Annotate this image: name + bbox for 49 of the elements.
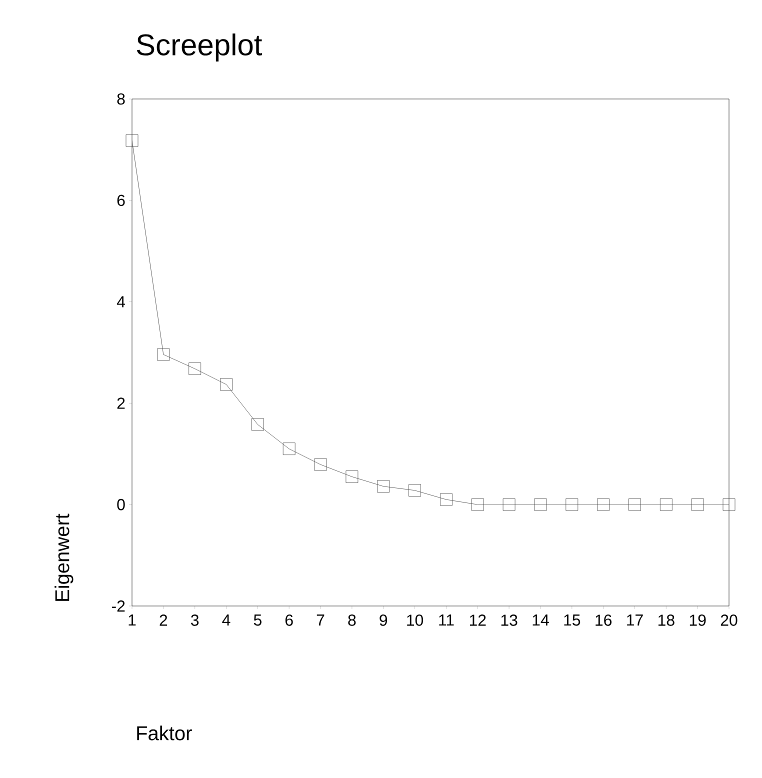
x-tick-label: 1 [128, 614, 136, 626]
x-tick-label: 16 [596, 614, 612, 626]
y-tick-label: 2 [117, 398, 125, 409]
y-tick-label: -2 [112, 600, 125, 612]
point [597, 498, 610, 511]
y-tick-label: 8 [117, 93, 125, 105]
point [660, 498, 672, 511]
x-tick-label: 14 [532, 614, 549, 626]
x-tick-label: 7 [316, 614, 324, 626]
point [722, 498, 736, 511]
point [628, 498, 641, 511]
x-tick-label: 18 [658, 614, 674, 626]
x-axis-title: Faktor [137, 726, 192, 740]
y-axis-title: Eigenwert [54, 514, 74, 601]
x-tick-label: 17 [627, 614, 643, 626]
chart-title: Screeplot [136, 33, 262, 62]
x-tick-label: 4 [222, 614, 230, 626]
x-tick-label: 20 [720, 614, 738, 626]
point [566, 498, 578, 511]
x-tick-label: 2 [160, 614, 168, 626]
point [314, 458, 327, 471]
point [220, 378, 232, 391]
point [251, 418, 264, 431]
point [282, 442, 296, 456]
point [440, 493, 452, 506]
x-tick-label: 12 [470, 614, 486, 626]
x-tick-label: 10 [407, 614, 424, 626]
x-tick-label: 6 [285, 614, 293, 626]
point [377, 480, 390, 493]
point [502, 498, 516, 511]
point [471, 498, 484, 511]
point [534, 498, 547, 511]
point [188, 362, 202, 375]
point [126, 134, 138, 147]
x-tick-label: 19 [690, 614, 706, 626]
x-tick-label: 11 [439, 614, 454, 626]
x-tick-label: 8 [348, 614, 356, 626]
x-tick-label: 5 [254, 614, 262, 626]
y-tick-label: 6 [117, 194, 125, 206]
y-tick-label: 4 [116, 296, 125, 308]
y-tick-label: 0 [117, 498, 125, 510]
x-tick-label: 9 [380, 614, 388, 626]
point [157, 348, 170, 361]
x-tick-label: 3 [191, 614, 199, 626]
point [346, 470, 358, 483]
point [691, 498, 704, 511]
x-tick-label: 13 [501, 614, 518, 626]
x-tick-label: 15 [564, 614, 580, 626]
point [408, 484, 421, 497]
